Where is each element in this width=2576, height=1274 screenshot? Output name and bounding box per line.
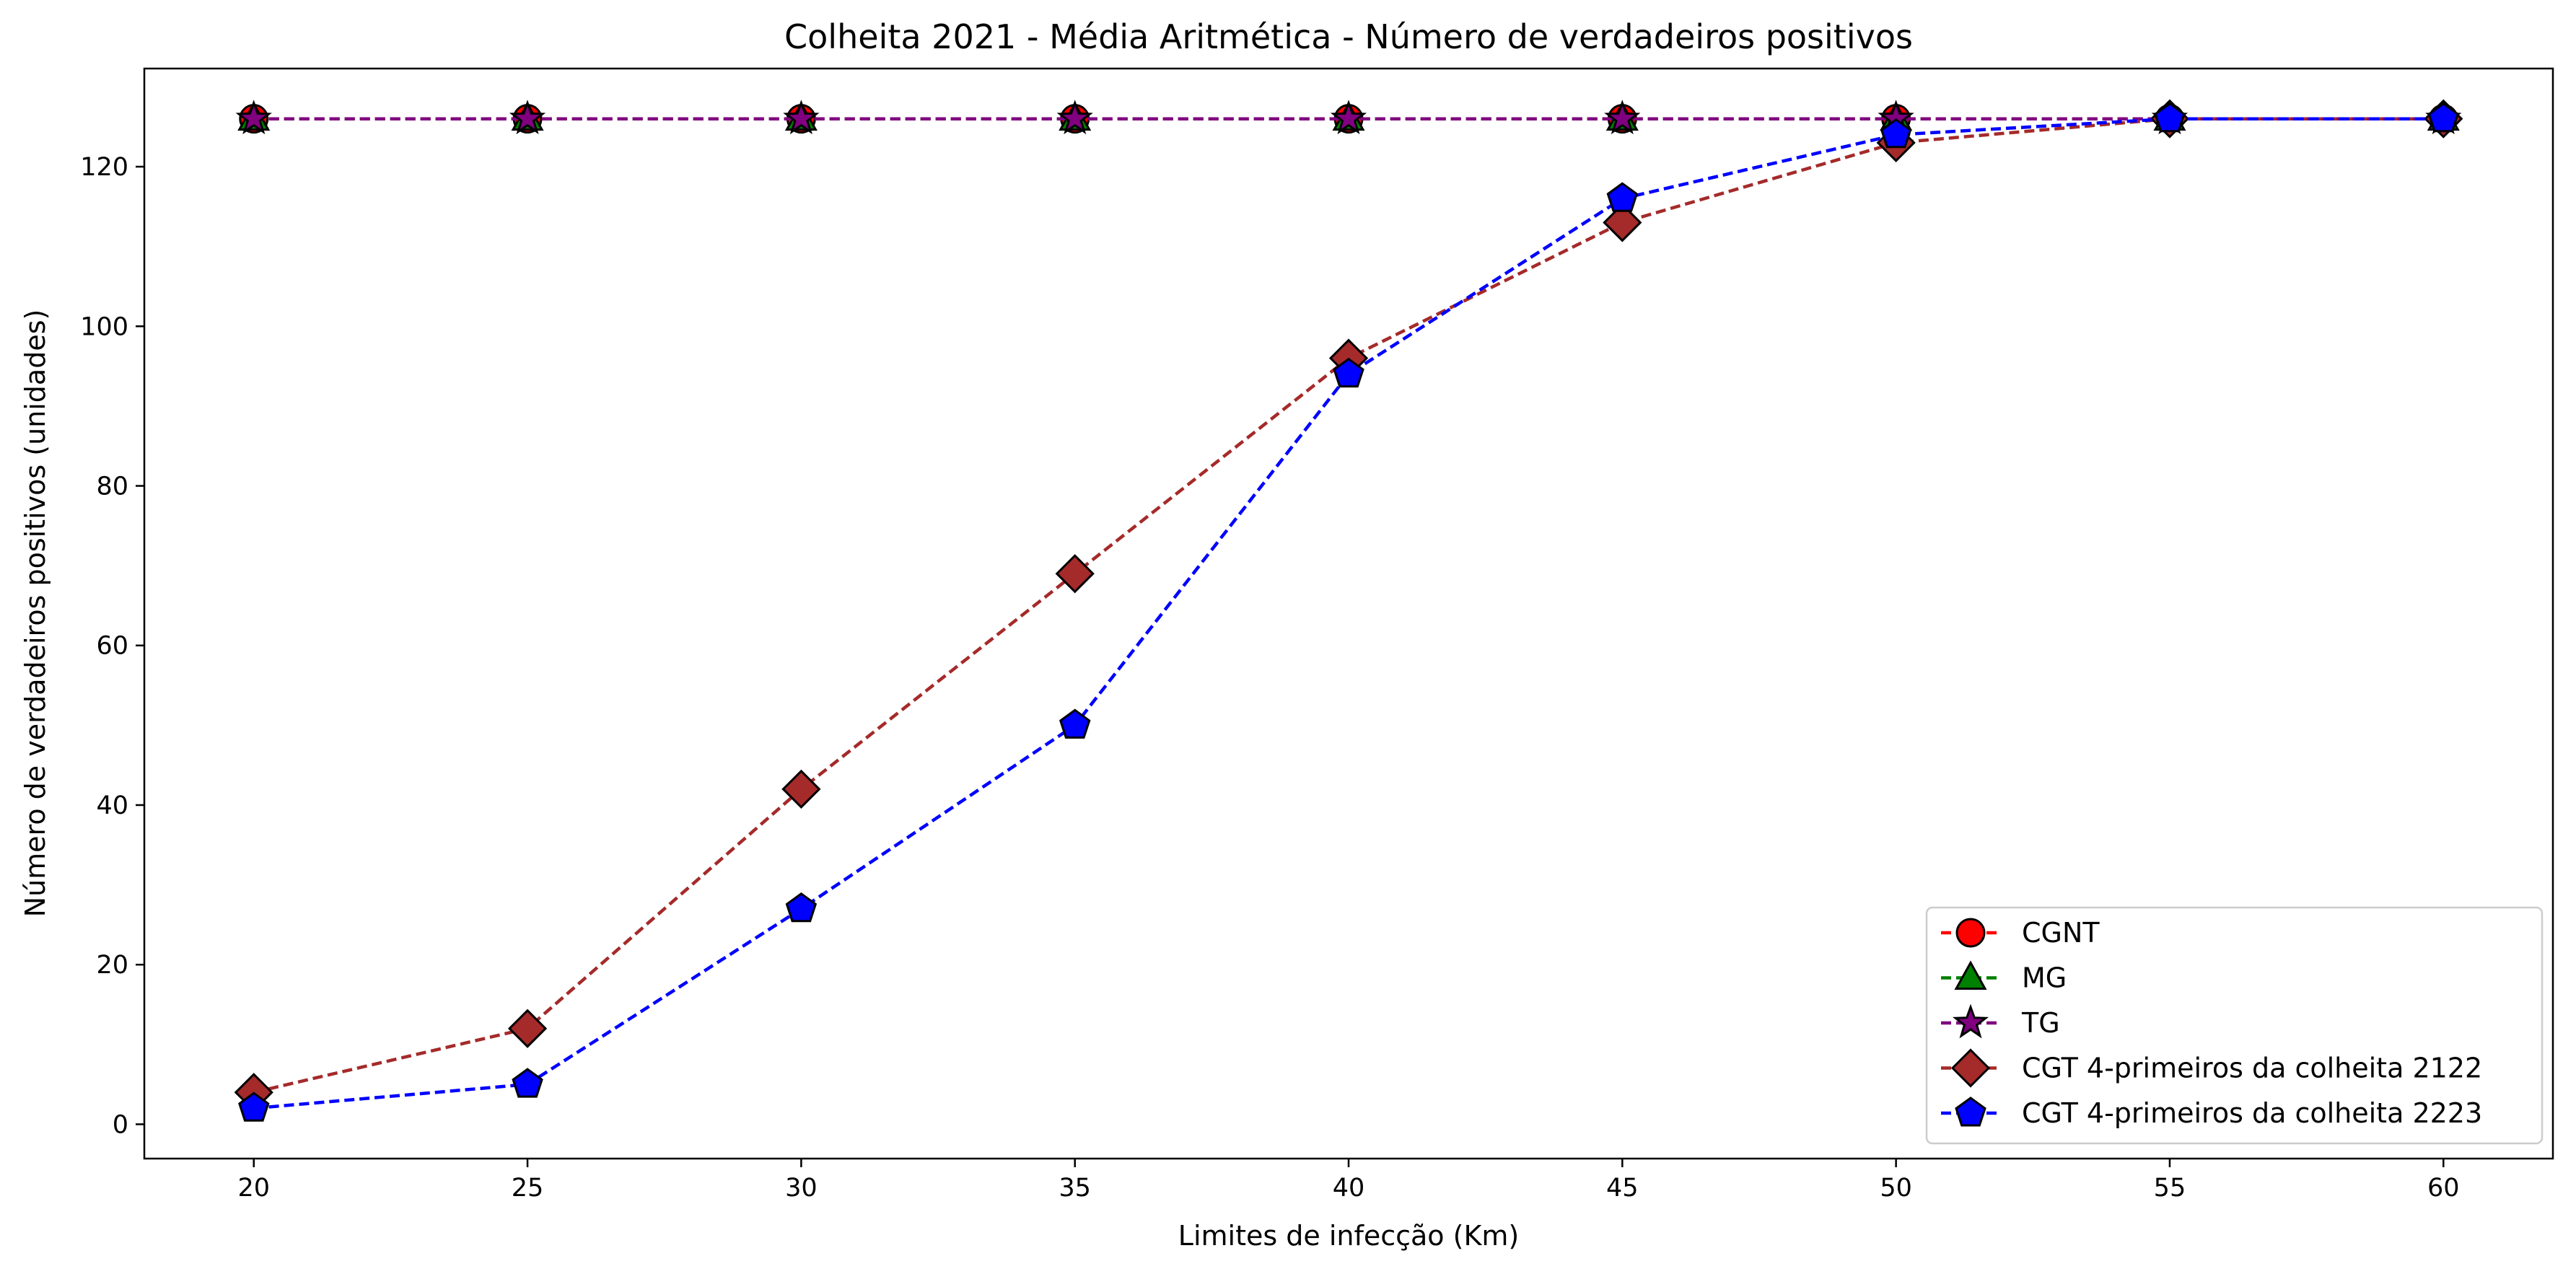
legend-label: MG: [2022, 962, 2067, 994]
x-tick-label: 25: [512, 1174, 544, 1203]
chart-title: Colheita 2021 - Média Aritmética - Númer…: [784, 17, 1913, 56]
legend-label: CGT 4-primeiros da colheita 2223: [2022, 1097, 2482, 1129]
legend-label: CGNT: [2022, 917, 2100, 949]
legend-label: CGT 4-primeiros da colheita 2122: [2022, 1053, 2482, 1084]
legend-marker: [1955, 1097, 1986, 1127]
legend-label: TG: [2021, 1007, 2060, 1039]
x-tick-label: 45: [1606, 1174, 1639, 1203]
legend-marker: [1952, 1003, 1989, 1039]
y-axis-label: Número de verdadeiros positivos (unidade…: [19, 309, 51, 918]
data-point: [238, 1091, 270, 1122]
legend-box: [1925, 906, 2544, 1145]
data-point: [1604, 100, 1641, 135]
data-point: [785, 892, 818, 923]
data-point: [235, 100, 272, 135]
data-point: [1055, 554, 1095, 594]
legend-item: CGT 4-primeiros da colheita 2122: [1941, 1048, 2482, 1088]
data-point: [1330, 100, 1367, 135]
x-tick-label: 20: [237, 1174, 270, 1203]
legend-item: CGNT: [1941, 917, 2100, 949]
data-point: [1333, 357, 1364, 388]
data-point: [509, 100, 546, 135]
x-tick-label: 55: [2154, 1174, 2186, 1203]
legend-item: MG: [1941, 960, 2067, 994]
y-tick-label: 0: [113, 1110, 128, 1139]
y-tick-label: 100: [80, 312, 128, 341]
series-cgt-4-primeiros-da-colheita-2223: [238, 102, 2459, 1122]
axes: 20 25 30 35 40 45 50 55 60 0 20 40 60 80 100 120: [80, 67, 2554, 1203]
data-point: [783, 100, 820, 135]
series-group: [234, 99, 2463, 1122]
data-point: [1880, 118, 1912, 149]
series-line: [253, 117, 2444, 1110]
legend-marker: [1955, 918, 1986, 948]
data-point: [1603, 203, 1642, 242]
data-point: [507, 1009, 548, 1048]
x-tick-label: 60: [2427, 1174, 2460, 1203]
legend-item: CGT 4-primeiros da colheita 2223: [1941, 1097, 2482, 1129]
y-tick-label: 20: [96, 951, 128, 980]
x-tick-label: 35: [1059, 1174, 1091, 1203]
legend: CGNT MG TG CGT 4-primeiros da colheita 2122…: [1925, 906, 2544, 1145]
y-tick-label: 40: [96, 791, 128, 820]
data-point: [1059, 708, 1091, 739]
legend-item: TG: [1941, 1003, 2060, 1039]
data-point: [1056, 100, 1093, 135]
y-tick-label: 120: [80, 153, 128, 182]
y-tick-label: 60: [96, 632, 128, 661]
y-tick-label: 80: [96, 473, 128, 501]
data-point: [781, 769, 821, 809]
data-point: [512, 1068, 543, 1098]
legend-marker: [1954, 960, 1987, 990]
data-point: [1606, 182, 1639, 212]
data-point: [2427, 102, 2459, 133]
x-axis-label: Limites de infecção (Km): [1178, 1220, 1519, 1252]
legend-marker: [1950, 1048, 1991, 1088]
x-tick-label: 50: [1880, 1174, 1912, 1203]
x-tick-label: 40: [1333, 1174, 1365, 1203]
x-tick-label: 30: [785, 1174, 818, 1203]
data-point: [2154, 102, 2186, 133]
